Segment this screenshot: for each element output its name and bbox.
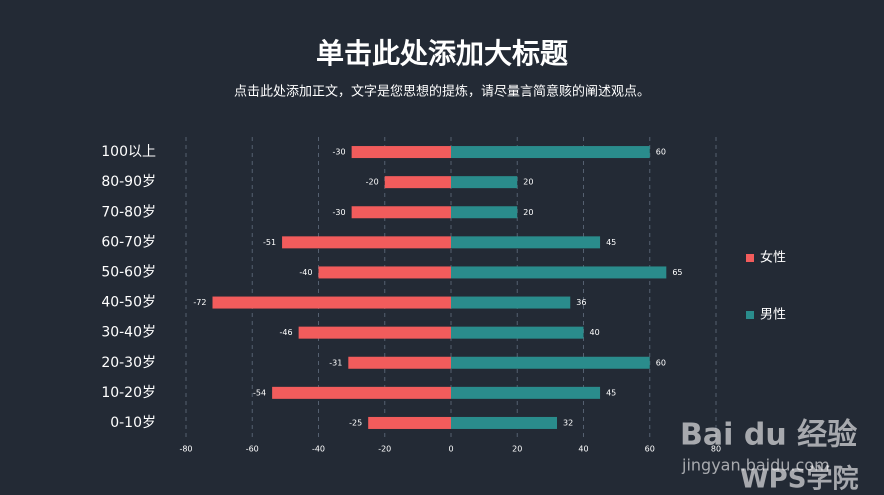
x-tick-label: -40 (312, 445, 325, 454)
bar (451, 146, 650, 159)
bar (351, 146, 451, 159)
y-tick-label: 0-10岁 (110, 415, 156, 431)
x-tick-label: -60 (246, 445, 259, 454)
value-label: -30 (333, 148, 346, 157)
bar (318, 266, 451, 279)
chart-title: 单击此处添加大标题 (316, 37, 568, 70)
x-tick-label: 40 (578, 445, 588, 454)
value-label: -46 (280, 328, 293, 337)
bar (451, 326, 584, 339)
bar (348, 356, 451, 369)
value-label: -20 (366, 178, 379, 187)
bar (451, 386, 601, 399)
y-tick-label: 70-80岁 (101, 204, 156, 220)
legend-swatch (746, 254, 754, 262)
value-label: 60 (656, 148, 666, 157)
legend-swatch (746, 311, 754, 319)
bar (212, 296, 451, 309)
value-label: -31 (329, 358, 342, 367)
value-label: -25 (349, 418, 362, 427)
bar (451, 356, 650, 369)
y-tick-label: 30-40岁 (101, 325, 156, 341)
bar (451, 236, 601, 249)
value-label: 45 (606, 238, 616, 247)
bar (282, 236, 451, 249)
bar (384, 176, 451, 189)
value-label: 20 (523, 208, 533, 217)
x-tick-label: -80 (179, 445, 192, 454)
y-tick-label: 100以上 (101, 144, 156, 160)
y-tick-label: 80-90岁 (101, 174, 156, 190)
watermark: Bai du 经验 (680, 418, 857, 453)
value-label: 36 (576, 298, 586, 307)
x-tick-label: 80 (711, 445, 721, 454)
value-label: -30 (333, 208, 346, 217)
value-label: 32 (563, 418, 573, 427)
legend-label: 男性 (760, 308, 786, 323)
bar (298, 326, 451, 339)
y-tick-label: 10-20岁 (101, 385, 156, 401)
watermark: WPS学院 (740, 464, 858, 495)
value-label: 65 (672, 268, 682, 277)
chart-subtitle: 点击此处添加正文，文字是您思想的提炼，请尽量言简意赅的阐述观点。 (234, 84, 650, 100)
value-label: 60 (656, 358, 666, 367)
x-tick-label: 0 (448, 445, 453, 454)
value-label: -51 (263, 238, 276, 247)
x-tick-label: 60 (645, 445, 655, 454)
x-tick-label: 20 (512, 445, 522, 454)
bar (451, 416, 557, 429)
y-tick-label: 60-70岁 (101, 234, 156, 250)
value-label: 40 (590, 328, 600, 337)
value-label: 45 (606, 388, 616, 397)
value-label: -54 (253, 388, 266, 397)
legend-label: 女性 (760, 250, 786, 266)
x-tick-label: -20 (378, 445, 391, 454)
bar (368, 416, 451, 429)
value-label: -40 (299, 268, 312, 277)
value-label: -72 (193, 298, 206, 307)
bar (451, 296, 571, 309)
value-label: 20 (523, 178, 533, 187)
bar (451, 266, 667, 279)
bar (451, 176, 518, 189)
bar (272, 386, 451, 399)
watermark: jingyan.baidu.com (681, 456, 830, 475)
y-tick-label: 50-60岁 (101, 264, 156, 280)
bar (451, 206, 518, 219)
bar (351, 206, 451, 219)
y-tick-label: 40-50岁 (101, 295, 156, 311)
y-tick-label: 20-30岁 (101, 355, 156, 371)
